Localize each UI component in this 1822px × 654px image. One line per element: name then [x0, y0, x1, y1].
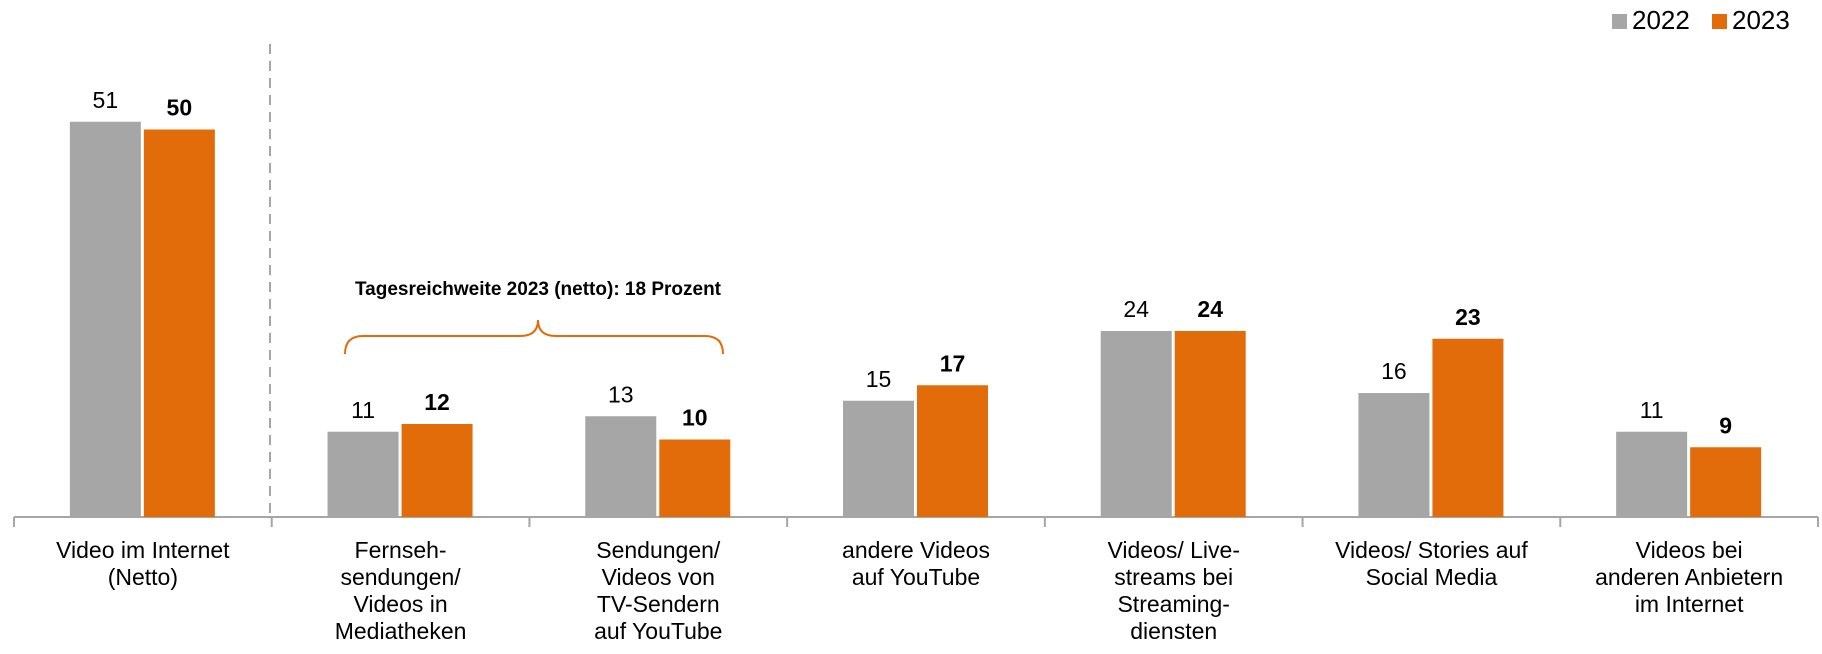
- value-label: 24: [1123, 296, 1149, 322]
- value-label: 51: [93, 87, 119, 113]
- legend-swatch: [1712, 14, 1727, 29]
- value-label: 50: [167, 95, 193, 121]
- value-label: 12: [424, 389, 450, 415]
- brace: [344, 319, 724, 355]
- bar: [401, 424, 473, 517]
- value-label: 15: [866, 366, 892, 392]
- bar: [659, 439, 731, 517]
- bar: [917, 385, 988, 517]
- bar: [143, 129, 215, 517]
- legend-swatch: [1612, 14, 1627, 29]
- value-label: 23: [1455, 304, 1481, 330]
- bar: [585, 416, 657, 517]
- bar: [1358, 393, 1430, 517]
- bar: [1174, 331, 1246, 517]
- x-tick-label: Sendungen/Videos von TV-Sendern auf YouTub…: [594, 537, 722, 644]
- value-label: 9: [1719, 412, 1732, 438]
- value-label: 11: [1640, 397, 1664, 423]
- x-tick-label: andere Videos auf YouTube: [842, 537, 990, 590]
- bar: [843, 400, 914, 517]
- legend-label: 2022: [1632, 5, 1690, 35]
- x-tick-label: Videos/ Live-streams bei Streaming-dienst…: [1107, 537, 1240, 644]
- value-label: 13: [608, 381, 634, 407]
- x-tick-label: Videos bei anderen Anbietern im Internet: [1595, 537, 1783, 617]
- value-label: 11: [351, 397, 375, 423]
- legend-label: 2023: [1732, 5, 1790, 35]
- bar: [1100, 331, 1172, 517]
- value-label: 10: [682, 405, 708, 431]
- annotation: Tagesreichweite 2023 (netto): 18 Prozent: [355, 279, 722, 300]
- x-tick-label: Videos/ Stories auf Social Media: [1335, 537, 1528, 590]
- bar: [69, 121, 141, 517]
- x-tick-label: Fernseh-sendungen/Videos in Mediatheken: [335, 537, 467, 644]
- value-label: 16: [1381, 358, 1407, 384]
- value-label: 17: [940, 350, 966, 376]
- bar: [1690, 447, 1762, 517]
- x-tick-label: Video im Internet (Netto): [56, 537, 230, 590]
- value-label: 24: [1197, 296, 1223, 322]
- bar: [1432, 338, 1504, 517]
- bar: [327, 431, 399, 517]
- bar: [1616, 431, 1688, 517]
